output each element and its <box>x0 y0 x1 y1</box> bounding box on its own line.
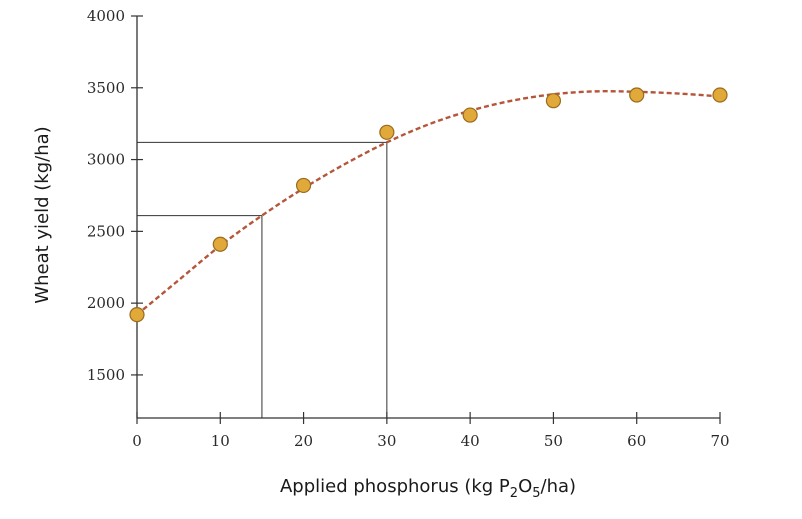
x-axis-title-after: /ha) <box>541 476 577 497</box>
x-axis-title: Applied phosphorus (kg P2O5/ha) <box>280 476 576 501</box>
x-tick-label: 50 <box>544 432 563 450</box>
y-axis-title: Wheat yield (kg/ha) <box>32 126 53 303</box>
x-axis-title-before: Applied phosphorus (kg P <box>280 476 510 497</box>
y-tick-label: 3000 <box>87 151 125 169</box>
y-tick-label: 4000 <box>87 7 125 25</box>
x-ticks: 0 10 20 30 40 50 60 70 <box>132 412 730 450</box>
axes <box>136 16 720 419</box>
y-tick-label: 2000 <box>87 294 125 312</box>
data-point <box>462 107 478 123</box>
x-axis-title-sub1: 2 <box>510 486 518 501</box>
data-points <box>129 87 728 323</box>
y-tick-label: 1500 <box>87 366 125 384</box>
x-tick-label: 10 <box>211 432 230 450</box>
x-tick-label: 0 <box>132 432 142 450</box>
x-axis-title-sub2: 5 <box>532 486 540 501</box>
x-tick-label: 40 <box>461 432 480 450</box>
data-point <box>129 307 145 323</box>
y-tick-label: 3500 <box>87 79 125 97</box>
data-point <box>379 124 395 140</box>
fitted-curve <box>136 90 721 316</box>
data-point <box>545 93 562 109</box>
x-tick-label: 60 <box>627 432 646 450</box>
y-ticks: 1500 2000 2500 3000 3500 4000 <box>87 7 143 384</box>
x-axis-title-mid: O <box>518 476 532 497</box>
x-tick-label: 70 <box>710 432 729 450</box>
data-point <box>629 87 645 103</box>
y-tick-label: 2500 <box>87 222 125 240</box>
data-point <box>712 87 728 103</box>
x-tick-label: 30 <box>377 432 396 450</box>
x-tick-label: 20 <box>294 432 313 450</box>
data-point <box>295 177 312 194</box>
data-point <box>212 236 228 252</box>
guide-lines <box>137 141 388 418</box>
